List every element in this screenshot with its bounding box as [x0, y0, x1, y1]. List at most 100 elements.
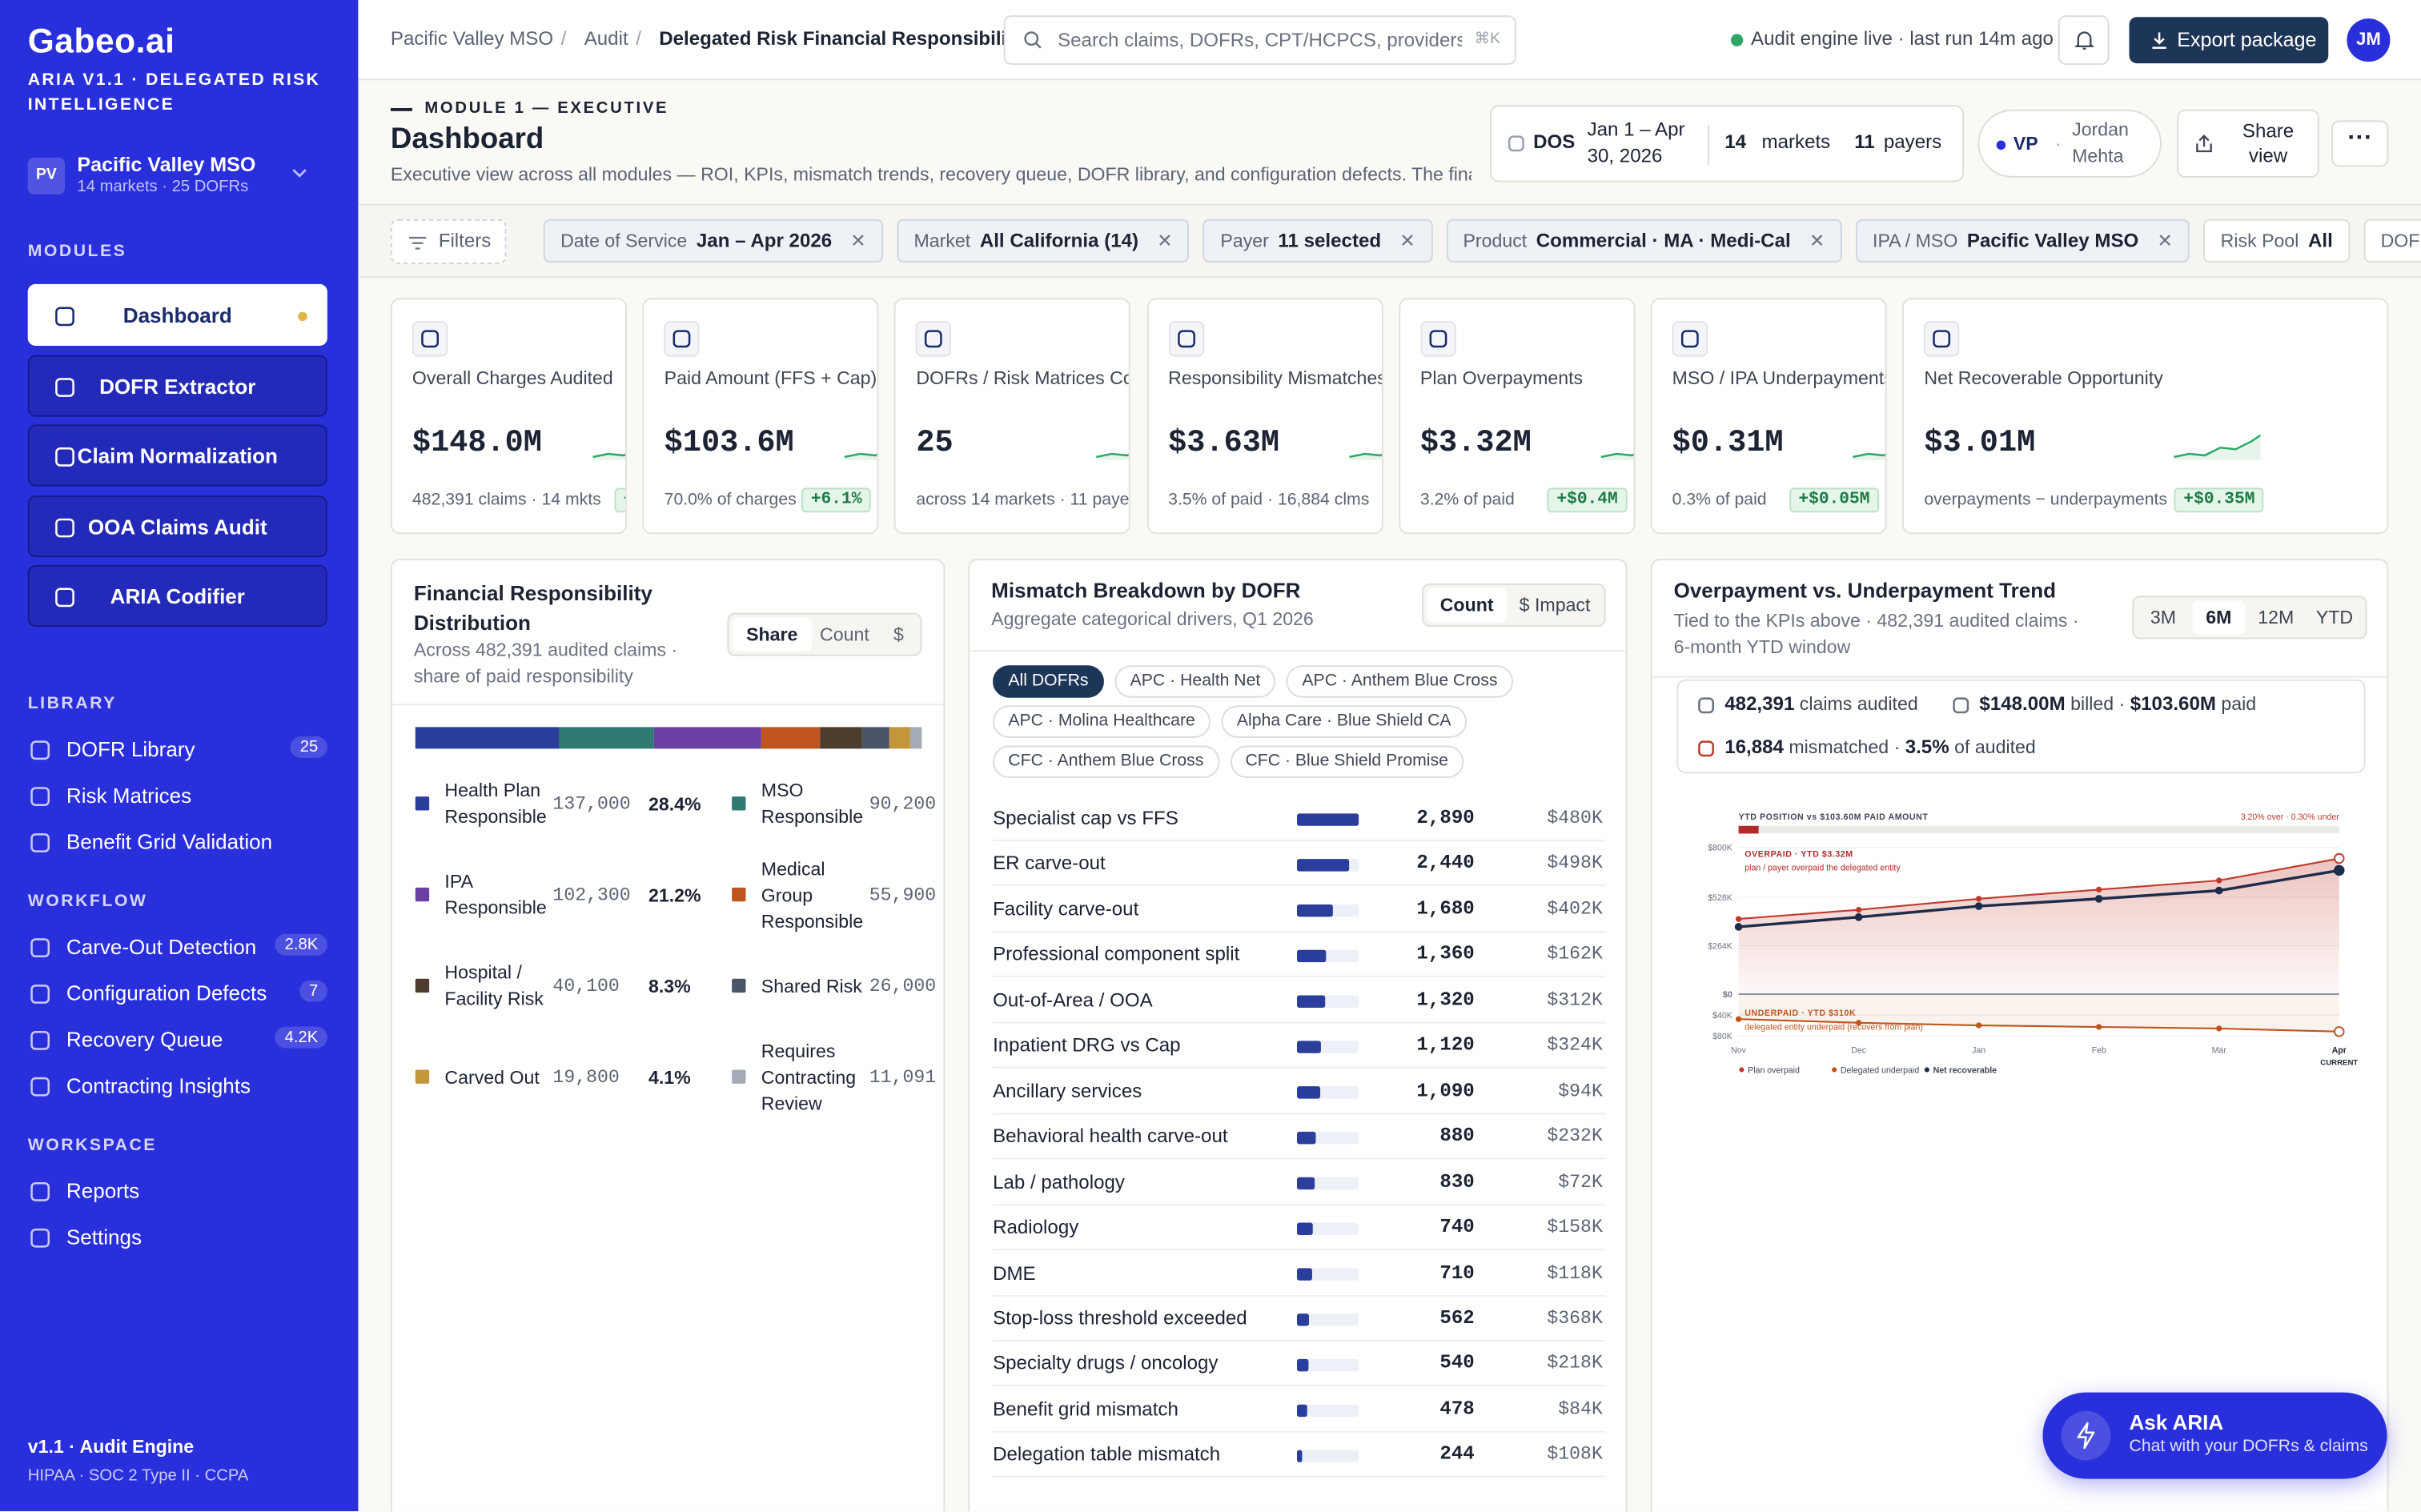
filter-value: All — [2307, 230, 2333, 252]
user-avatar[interactable]: JM — [2347, 18, 2391, 62]
kpi-value: $148.0M — [412, 426, 542, 462]
remove-filter[interactable]: ✕ — [1399, 230, 1415, 252]
toggle-option[interactable]: 6M — [2192, 600, 2246, 635]
row-impact: $84K — [1558, 1398, 1603, 1420]
nav-item[interactable]: Recovery Queue — [66, 1028, 223, 1052]
module-button[interactable]: DOFR Extractor — [27, 354, 327, 416]
more-button[interactable]: ··· — [2331, 120, 2389, 167]
remove-filter[interactable]: ✕ — [2157, 230, 2173, 252]
legend-label: Hospital / Facility Risk — [444, 961, 544, 1010]
kpi-value: $0.31M — [1672, 426, 1784, 462]
filters-button[interactable]: Filters — [390, 219, 507, 264]
filter-chip[interactable]: DOFRAll active — [2363, 219, 2421, 263]
filter-chip[interactable]: Risk Pool All — [2203, 219, 2351, 263]
panel-subtitle: Tied to the KPIs above · 482,391 audited… — [1673, 609, 2079, 658]
icon — [55, 307, 74, 327]
kpi-card[interactable]: Responsibility Mismatches $3.63M 3.5% of p… — [1146, 298, 1383, 535]
trend-panel: Overpayment vs. Underpayment Trend Tied t… — [1650, 559, 2389, 1512]
share-button[interactable]: Share view — [2177, 109, 2319, 178]
notifications-button[interactable] — [2058, 15, 2110, 65]
toggle-option[interactable]: Count — [820, 624, 869, 646]
kpi-card[interactable]: Overall Charges Audited $148.0M 482,391 cl… — [390, 298, 627, 535]
module-label: Dashboard — [122, 303, 232, 327]
filter-icon — [409, 236, 427, 250]
module-button[interactable]: Dashboard — [27, 283, 327, 346]
remove-filter[interactable]: ✕ — [1157, 230, 1173, 252]
export-button[interactable]: Export package — [2129, 17, 2329, 64]
bar — [1296, 1041, 1321, 1053]
bar — [1296, 1404, 1307, 1418]
module-button[interactable]: ARIA Codifier — [27, 564, 327, 627]
row-count: 1,360 — [1416, 944, 1475, 966]
filter-chip[interactable]: Date of Service Jan – Apr 2026 ✕ — [543, 219, 883, 263]
icon-shape — [1933, 330, 1951, 348]
kpi-card[interactable]: MSO / IPA Underpayments $0.31M 0.3% of pai… — [1650, 298, 1887, 535]
legend-swatch — [415, 796, 430, 811]
icon-shape — [30, 833, 50, 852]
module-button[interactable]: Claim Normalization — [27, 424, 327, 487]
section-title: WORKSPACE — [27, 1136, 157, 1155]
bar-track — [1296, 1313, 1359, 1326]
legend-swatch — [732, 1069, 746, 1084]
status-dot — [1730, 34, 1744, 46]
filter-chip[interactable]: Market All California (14) ✕ — [897, 219, 1190, 263]
kpi-label: Paid Amount (FFS + Cap) — [664, 367, 877, 389]
module-button[interactable]: OOA Claims Audit — [27, 495, 327, 557]
remove-filter[interactable]: ✕ — [850, 230, 866, 252]
kpi-sub: 3.2% of paid — [1419, 491, 1515, 510]
kpi-delta: +$0.05M — [1789, 487, 1880, 513]
kpi-card[interactable]: Net Recoverable Opportunity $3.01M overpay… — [1902, 298, 2389, 535]
filters-label: Filters — [438, 230, 492, 252]
search-box[interactable]: Search claims, DOFRs, CPT/HCPCS, provide… — [1003, 15, 1516, 65]
nav-item[interactable]: Configuration Defects — [66, 981, 267, 1005]
role-pill[interactable]: VP · Jordan Mehta — [1977, 109, 2162, 178]
nav-item[interactable]: Reports — [66, 1179, 140, 1203]
filter-chip[interactable]: Payer 11 selected ✕ — [1203, 219, 1432, 263]
page-title: Dashboard — [390, 123, 544, 156]
dofr-chip[interactable]: APC · Anthem Blue Cross — [1287, 665, 1513, 698]
dofr-chip[interactable]: All DOFRs — [993, 665, 1104, 698]
remove-filter[interactable]: ✕ — [1809, 230, 1825, 252]
row-count: 710 — [1439, 1261, 1475, 1284]
ask-aria-button[interactable]: Ask ARIA Chat with your DOFRs & claims — [2042, 1392, 2387, 1479]
toggle-option[interactable]: Count — [1426, 588, 1508, 623]
breadcrumb-item[interactable]: Pacific Valley MSO — [390, 27, 554, 50]
toggle-option[interactable]: $ Impact — [1519, 594, 1591, 616]
dofr-chip[interactable]: CFC · Anthem Blue Cross — [993, 745, 1219, 778]
kpi-card[interactable]: DOFRs / Risk Matrices Codified 25 across 1… — [894, 298, 1131, 535]
toggle-option[interactable]: YTD — [2315, 606, 2354, 628]
active-dot — [298, 311, 307, 322]
dofr-chip[interactable]: Alpha Care · Blue Shield CA — [1221, 705, 1467, 738]
toggle-option[interactable]: 12M — [2258, 606, 2295, 628]
legend-count: 40,100 — [552, 975, 620, 997]
date-range-box[interactable]: DOS Jan 1 – Apr 30, 2026 14 markets 11 payers — [1490, 105, 1965, 182]
nav-item[interactable]: Risk Matrices — [66, 784, 192, 808]
icon-shape — [30, 938, 50, 958]
nav-badge: 4.2K — [275, 1026, 327, 1049]
compliance: HIPAA · SOC 2 Type II · CCPA — [27, 1466, 249, 1486]
toggle-option[interactable]: Share — [732, 617, 813, 652]
org-name: Pacific Valley MSO — [77, 152, 256, 176]
kpi-card[interactable]: Paid Amount (FFS + Cap) $103.6M 70.0% of c… — [642, 298, 879, 535]
sparkline-line — [1853, 452, 1885, 459]
filter-chip[interactable]: Product Commercial · MA · Medi-Cal ✕ — [1446, 219, 1842, 263]
nav-item[interactable]: Settings — [66, 1225, 143, 1249]
nav-item[interactable]: Contracting Insights — [66, 1074, 251, 1098]
filter-chip[interactable]: IPA / MSO Pacific Valley MSO ✕ — [1855, 219, 2190, 263]
icon — [30, 787, 50, 807]
icon — [30, 833, 50, 852]
dofr-chip[interactable]: APC · Health Net — [1114, 665, 1276, 698]
breadcrumb-item[interactable]: Audit — [584, 27, 628, 50]
dofr-chip[interactable]: CFC · Blue Shield Promise — [1230, 745, 1464, 778]
nav-item[interactable]: Benefit Grid Validation — [66, 830, 273, 854]
nav-item[interactable]: Carve-Out Detection — [66, 935, 257, 959]
nav-item[interactable]: DOFR Library — [66, 737, 195, 761]
stat-text: paid — [2215, 692, 2257, 715]
dofr-chip[interactable]: APC · Molina Healthcare — [993, 705, 1211, 738]
toggle-option[interactable]: 3M — [2150, 606, 2176, 628]
icon-shape — [1680, 330, 1699, 348]
kpi-card[interactable]: Plan Overpayments $3.32M 3.2% of paid +$0.4… — [1398, 298, 1635, 535]
toggle-option[interactable]: $ — [893, 624, 904, 646]
version: v1.1 · Audit Engine — [27, 1435, 195, 1458]
row-impact: $402K — [1547, 898, 1603, 920]
